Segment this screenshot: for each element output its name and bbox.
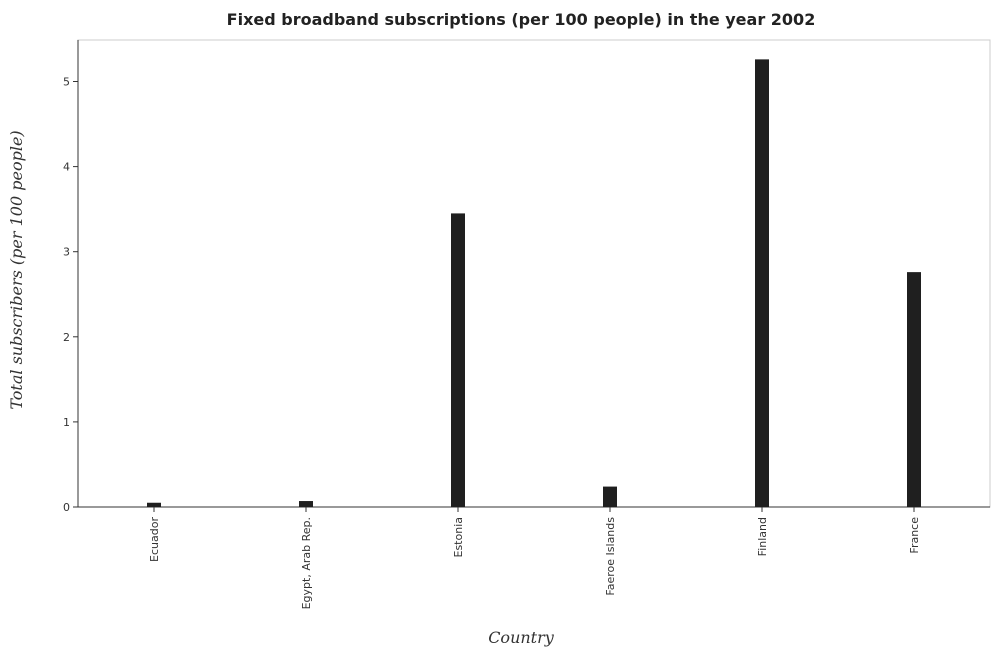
- y-tick-label: 2: [63, 331, 70, 344]
- x-tick-label: Ecuador: [148, 517, 161, 562]
- x-tick-label: Finland: [756, 517, 769, 556]
- y-tick-label: 0: [63, 501, 70, 514]
- bar: [603, 486, 617, 507]
- x-axis-title: Country: [488, 628, 555, 647]
- bar: [451, 213, 465, 507]
- bar: [299, 501, 313, 507]
- bar: [907, 272, 921, 507]
- y-axis-title: Total subscribers (per 100 people): [7, 130, 26, 409]
- bar: [147, 502, 161, 507]
- y-tick-label: 4: [63, 161, 70, 174]
- y-tick-label: 1: [63, 416, 70, 429]
- plot-frame: [77, 39, 991, 508]
- x-tick-label: France: [908, 517, 921, 554]
- chart-title: Fixed broadband subscriptions (per 100 p…: [227, 10, 816, 29]
- y-tick-label: 5: [63, 76, 70, 89]
- x-tick-label: Estonia: [452, 517, 465, 558]
- bar: [755, 59, 769, 508]
- plot-area: 0 1 2 3 4 5 Ecuador Egypt, Arab Rep. Estonia Faer…: [63, 39, 991, 609]
- x-tick-label: Egypt, Arab Rep.: [300, 517, 313, 609]
- x-tick-label: Faeroe Islands: [604, 517, 617, 596]
- y-tick-label: 3: [63, 246, 70, 259]
